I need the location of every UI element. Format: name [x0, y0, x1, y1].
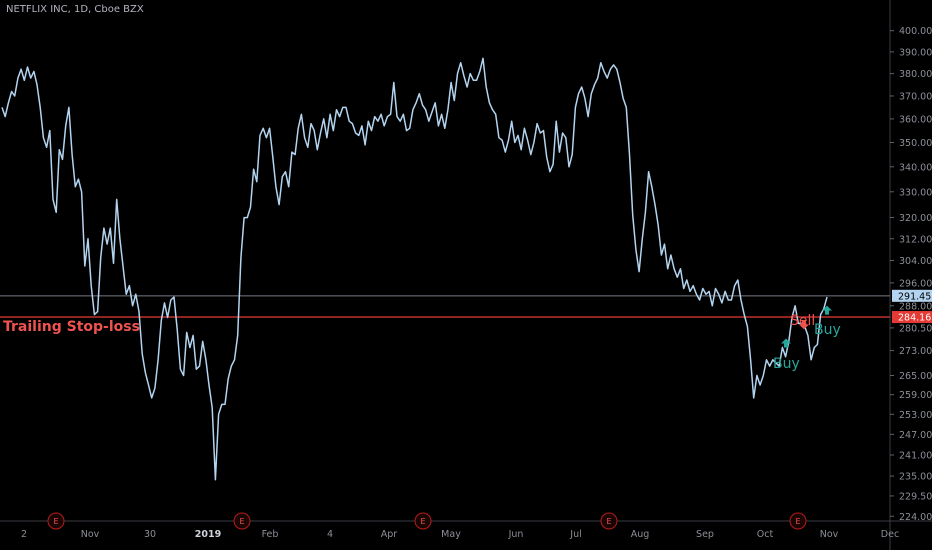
earnings-marker — [789, 512, 807, 530]
time-tick-label: Aug — [631, 529, 650, 540]
buy-signal-label: Buy — [773, 356, 800, 372]
sell-signal-label: Sell — [790, 313, 815, 329]
trailing-stop-label: Trailing Stop-loss — [3, 319, 140, 335]
price-tick-label: 350.00 — [899, 138, 932, 149]
time-tick-label: 2019 — [195, 529, 221, 540]
earnings-marker-label: E — [606, 517, 611, 526]
sell-arrow-icon — [799, 320, 809, 330]
earnings-marker-label: E — [795, 517, 800, 526]
last-price-value: 291.45 — [898, 291, 931, 302]
last-price-badge-bg — [892, 289, 932, 302]
earnings-marker-label: E — [53, 517, 58, 526]
price-tick-label: 229.50 — [899, 491, 932, 502]
price-tick-label: 400.00 — [899, 26, 932, 37]
time-tick-label: Dec — [881, 529, 899, 540]
price-tick-label: 224.00 — [899, 512, 932, 523]
time-tick-label: Nov — [81, 529, 100, 540]
buy-signal-label: Buy — [814, 322, 841, 338]
price-tick-label: 265.00 — [899, 371, 932, 382]
price-tick-label: 296.00 — [899, 278, 932, 289]
buy-arrow-icon — [781, 338, 791, 348]
price-tick-label: 235.00 — [899, 472, 932, 483]
time-tick-label: 4 — [327, 529, 333, 540]
time-axis[interactable]: 2 Nov 30 2019 Feb 4 Apr May Jun Jul Aug Sep Oct Nov De… — [21, 529, 899, 540]
trailing-stop-value: 284.16 — [898, 313, 931, 324]
price-tick-label: 288.00 — [899, 301, 932, 312]
time-tick-label: Nov — [820, 529, 839, 540]
earnings-marker-label: E — [420, 517, 425, 526]
earnings-marker — [414, 512, 432, 530]
last-price-badge: 291.45 — [892, 289, 932, 302]
time-tick-label: 2 — [21, 529, 27, 540]
time-tick-label: Jun — [508, 529, 524, 540]
buy-arrow-icon — [822, 305, 832, 315]
price-tick-label: 241.00 — [899, 450, 932, 461]
time-tick-label: Jul — [569, 529, 581, 540]
symbol-title[interactable]: NETFLIX INC, 1D, Cboe BZX — [6, 4, 144, 15]
price-tick-label: 360.00 — [899, 114, 932, 125]
earnings-marker — [47, 512, 65, 530]
earnings-marker — [233, 512, 251, 530]
price-tick-label: 247.00 — [899, 430, 932, 441]
time-tick-label: Apr — [381, 529, 398, 540]
earnings-marker-label: E — [239, 517, 244, 526]
price-tick-label: 320.00 — [899, 213, 932, 224]
price-tick-label: 253.00 — [899, 410, 932, 421]
price-tick-label: 259.00 — [899, 390, 932, 401]
price-tick-label: 370.00 — [899, 91, 932, 102]
price-tick-label: 280.50 — [899, 323, 932, 334]
time-tick-label: Sep — [696, 529, 714, 540]
trailing-stop-badge-bg — [892, 311, 932, 324]
price-tick-label: 330.00 — [899, 187, 932, 198]
price-axis[interactable]: 224.00 229.50 235.00 241.00 247.00 253.00 259.… — [890, 26, 932, 523]
price-tick-label: 390.00 — [899, 47, 932, 58]
price-tick-label: 380.00 — [899, 69, 932, 80]
time-tick-label: May — [441, 529, 461, 540]
time-tick-label: Feb — [262, 529, 279, 540]
price-tick-label: 273.00 — [899, 346, 932, 357]
earnings-marker — [600, 512, 618, 530]
price-tick-label: 304.00 — [899, 256, 932, 267]
time-tick-label: Oct — [757, 529, 774, 540]
price-tick-label: 340.00 — [899, 162, 932, 173]
trailing-stop-badge: 284.16 — [892, 311, 932, 324]
time-tick-label: 30 — [144, 529, 156, 540]
price-tick-label: 312.00 — [899, 234, 932, 245]
price-series-line — [1, 57, 828, 481]
